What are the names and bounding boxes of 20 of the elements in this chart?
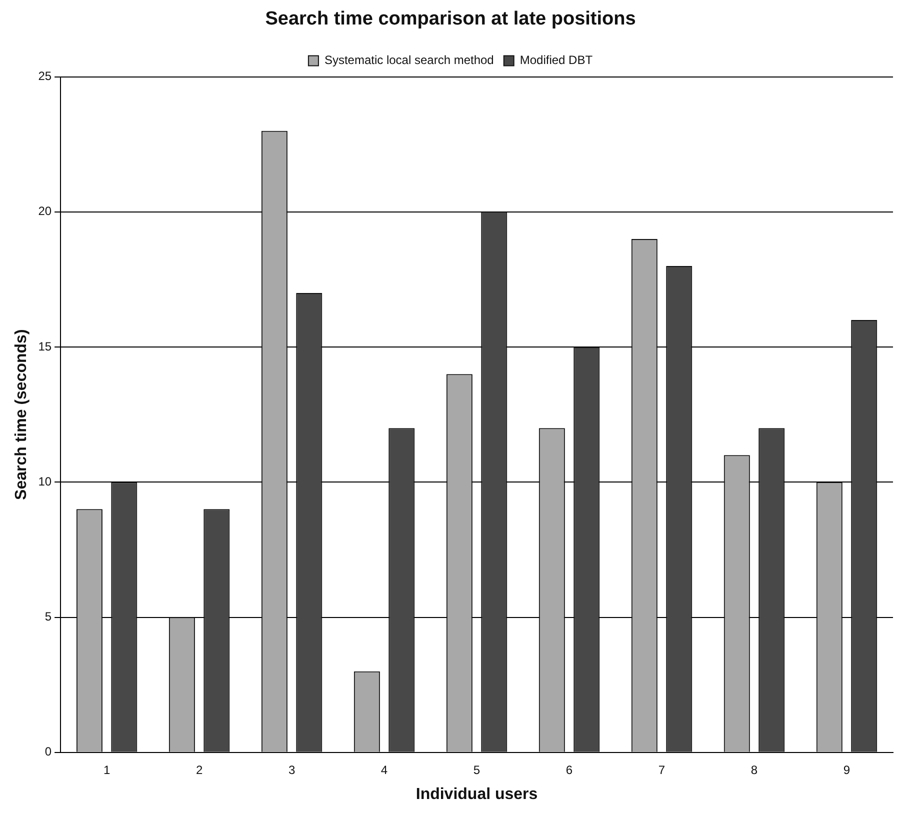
x-tick-label: 2 [196, 762, 203, 777]
chart-title: Search time comparison at late positions [265, 8, 636, 30]
x-tick-label: 3 [288, 762, 296, 777]
x-tick-label: 6 [566, 762, 573, 777]
x-tick-label: 7 [658, 762, 666, 777]
y-tick-label: 20 [38, 204, 52, 218]
y-tick-label: 10 [38, 474, 52, 488]
x-tick-label: 4 [380, 762, 388, 777]
y-tick-label: 0 [44, 744, 52, 759]
legend-label: Systematic local search method [324, 53, 494, 68]
x-tick-label: 5 [473, 762, 480, 777]
y-tick-label: 5 [44, 610, 52, 624]
x-tick-label: 9 [843, 762, 850, 777]
x-tick-label: 8 [750, 762, 758, 777]
y-tick-label: 15 [38, 339, 52, 354]
x-axis-title: Individual users [416, 786, 538, 803]
legend-label: Modified DBT [520, 53, 594, 68]
y-tick-label: 25 [38, 69, 52, 84]
x-tick-label: 1 [103, 762, 110, 777]
y-axis-title: Search time (seconds) [13, 329, 30, 500]
